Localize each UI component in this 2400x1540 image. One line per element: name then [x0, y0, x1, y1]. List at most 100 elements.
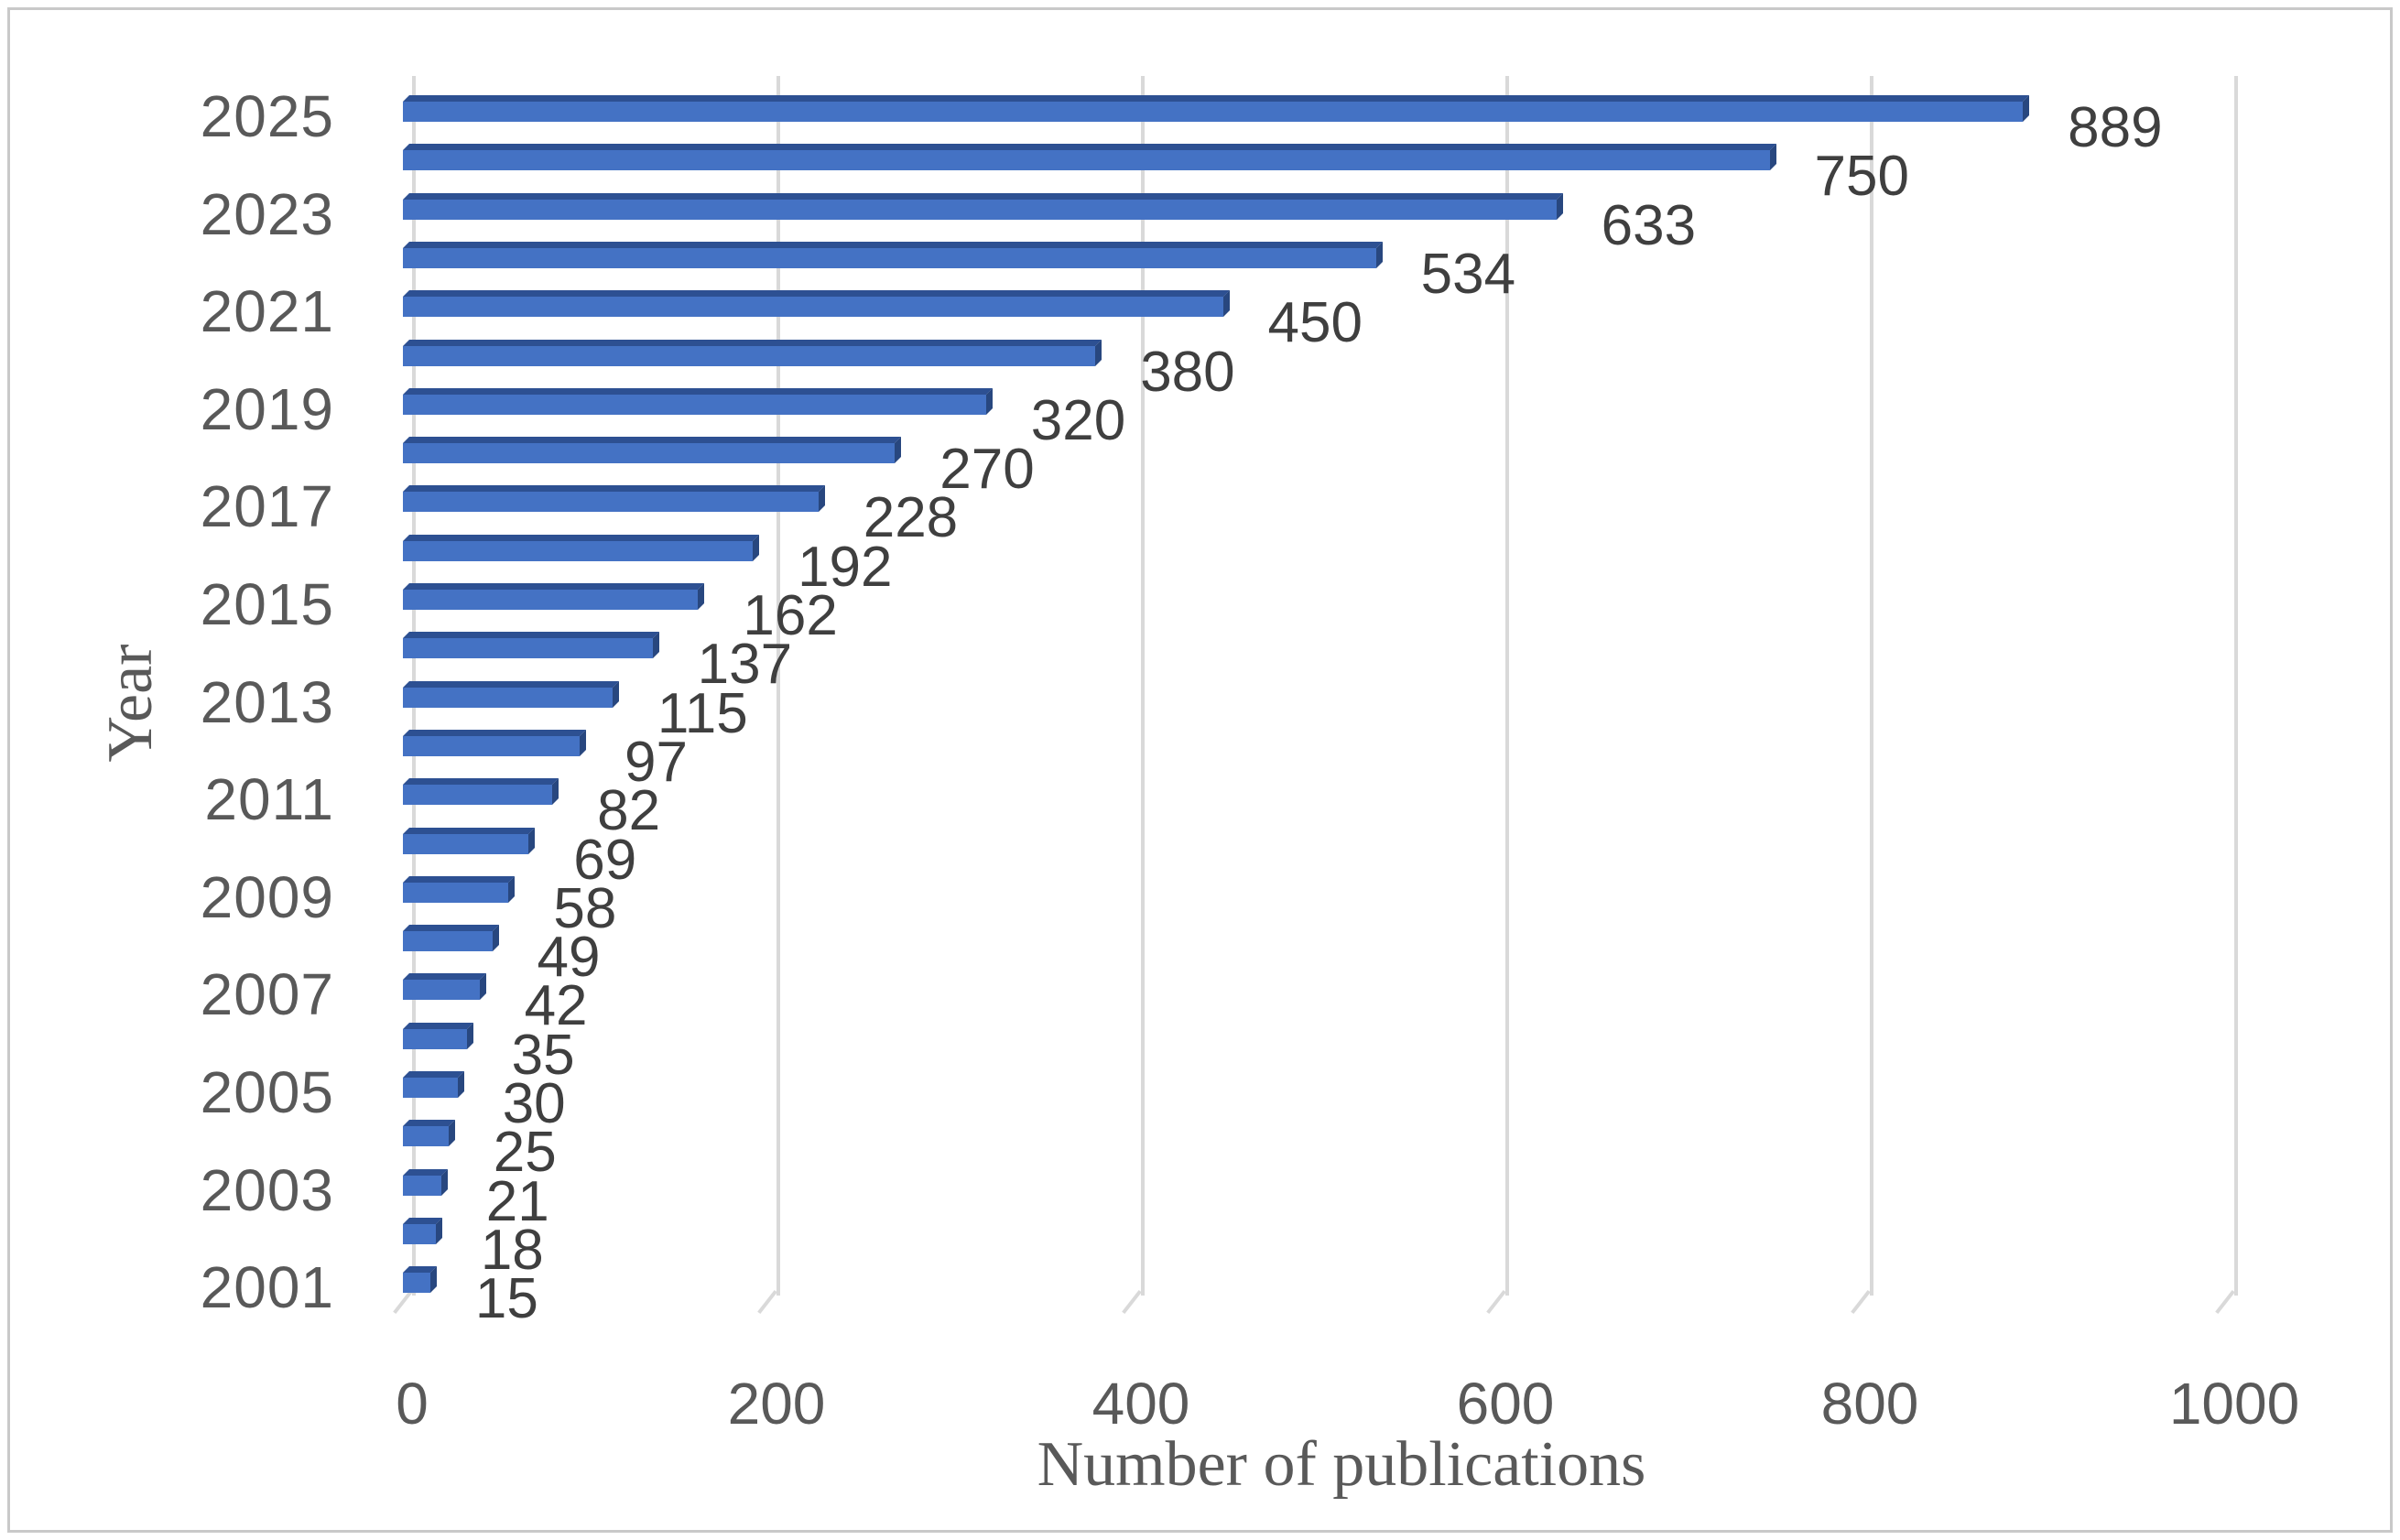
- data-label-2024: 750: [1814, 145, 1909, 209]
- bar-2004: [403, 1120, 455, 1147]
- bar-top-face: [403, 1071, 464, 1078]
- bar-2024: [403, 144, 1776, 171]
- bar-front-face: [403, 638, 653, 659]
- y-tick-2013: 2013: [200, 668, 334, 735]
- data-label-2010: 69: [573, 828, 637, 892]
- bar-2013: [403, 680, 619, 709]
- bar-top-face: [403, 485, 825, 493]
- gridline-x-800: [1870, 76, 1873, 1296]
- bar-front-face: [403, 1175, 441, 1196]
- bar-top-face: [403, 729, 587, 736]
- bar-2023: [403, 192, 1563, 221]
- bar-front-face: [403, 492, 819, 513]
- bar-top-face: [403, 290, 1230, 298]
- bar-2025: [403, 95, 2030, 123]
- bar-top-face: [403, 680, 619, 688]
- bar-top-face: [403, 339, 1102, 346]
- bar-side-face: [1095, 339, 1102, 366]
- bar-side-face: [429, 1266, 437, 1294]
- gridline-x-600: [1505, 76, 1509, 1296]
- x-tick-800: 800: [1820, 1371, 1919, 1437]
- data-label-2009: 58: [553, 876, 617, 940]
- y-tick-2001: 2001: [200, 1254, 334, 1321]
- y-tick-2025: 2025: [200, 83, 334, 149]
- bar-2014: [403, 632, 659, 659]
- bar-front-face: [403, 150, 1770, 171]
- x-tick-400: 400: [1091, 1371, 1190, 1437]
- x-tick-1000: 1000: [2168, 1371, 2300, 1437]
- bar-2009: [403, 875, 516, 904]
- bar-front-face: [403, 882, 509, 903]
- y-tick-2019: 2019: [200, 375, 334, 442]
- bar-2022: [403, 241, 1383, 269]
- bar-top-face: [403, 437, 902, 444]
- bar-2010: [403, 827, 536, 855]
- bar-side-face: [895, 437, 902, 464]
- bar-side-face: [508, 875, 516, 903]
- y-tick-2017: 2017: [200, 473, 334, 540]
- bar-top-face: [403, 875, 516, 883]
- x-tick-200: 200: [727, 1371, 826, 1437]
- bar-top-face: [403, 1022, 473, 1029]
- bar-front-face: [403, 785, 553, 806]
- bar-top-face: [403, 387, 993, 395]
- y-tick-2009: 2009: [200, 863, 334, 930]
- bar-side-face: [457, 1071, 464, 1098]
- bar-side-face: [435, 1217, 442, 1244]
- bar-front-face: [403, 687, 613, 708]
- bar-side-face: [753, 534, 760, 561]
- x-tick-600: 600: [1456, 1371, 1555, 1437]
- bar-front-face: [403, 345, 1096, 366]
- bar-top-face: [403, 925, 499, 932]
- bar-front-face: [403, 833, 529, 854]
- bar-2012: [403, 729, 587, 757]
- bar-top-face: [403, 827, 536, 834]
- y-axis-title: Year: [95, 644, 166, 763]
- data-label-2012: 97: [624, 730, 688, 794]
- bar-front-face: [403, 199, 1557, 220]
- bar-front-face: [403, 980, 480, 1001]
- bar-top-face: [403, 192, 1563, 200]
- bar-front-face: [403, 1028, 467, 1049]
- bar-top-face: [403, 1168, 448, 1176]
- data-label-2020: 380: [1140, 340, 1235, 404]
- bar-top-face: [403, 534, 760, 541]
- figure-border: [7, 7, 2393, 1533]
- bar-top-face: [403, 241, 1383, 248]
- bar-2001: [403, 1266, 437, 1294]
- bar-2015: [403, 583, 705, 611]
- bar-top-face: [403, 973, 486, 981]
- bar-front-face: [403, 540, 754, 561]
- bar-front-face: [403, 394, 986, 415]
- bar-top-face: [403, 583, 705, 590]
- data-label-2025: 889: [2068, 96, 2163, 159]
- y-tick-2007: 2007: [200, 961, 334, 1028]
- data-label-2007: 42: [524, 974, 588, 1038]
- y-tick-2023: 2023: [200, 180, 334, 247]
- y-tick-2021: 2021: [200, 278, 334, 345]
- data-label-2003: 21: [485, 1169, 549, 1233]
- bar-front-face: [403, 102, 2024, 122]
- bar-side-face: [528, 827, 536, 854]
- bar-side-face: [818, 485, 825, 513]
- y-tick-2005: 2005: [200, 1059, 334, 1125]
- bar-2008: [403, 925, 499, 952]
- bar-side-face: [652, 632, 659, 659]
- data-label-2011: 82: [597, 779, 661, 843]
- y-tick-2003: 2003: [200, 1156, 334, 1223]
- bar-front-face: [403, 735, 581, 756]
- bar-front-face: [403, 1223, 436, 1244]
- bar-front-face: [403, 590, 699, 610]
- bar-side-face: [698, 583, 705, 610]
- data-label-2017: 228: [863, 486, 959, 550]
- data-label-2004: 25: [493, 1121, 557, 1185]
- data-label-2023: 633: [1601, 193, 1697, 257]
- data-label-2021: 450: [1267, 291, 1363, 355]
- bar-side-face: [479, 973, 486, 1001]
- bar-2016: [403, 534, 760, 562]
- bar-2005: [403, 1071, 464, 1099]
- gridline-x-400: [1141, 76, 1145, 1296]
- data-label-2001: 15: [474, 1267, 538, 1331]
- bar-2011: [403, 778, 559, 806]
